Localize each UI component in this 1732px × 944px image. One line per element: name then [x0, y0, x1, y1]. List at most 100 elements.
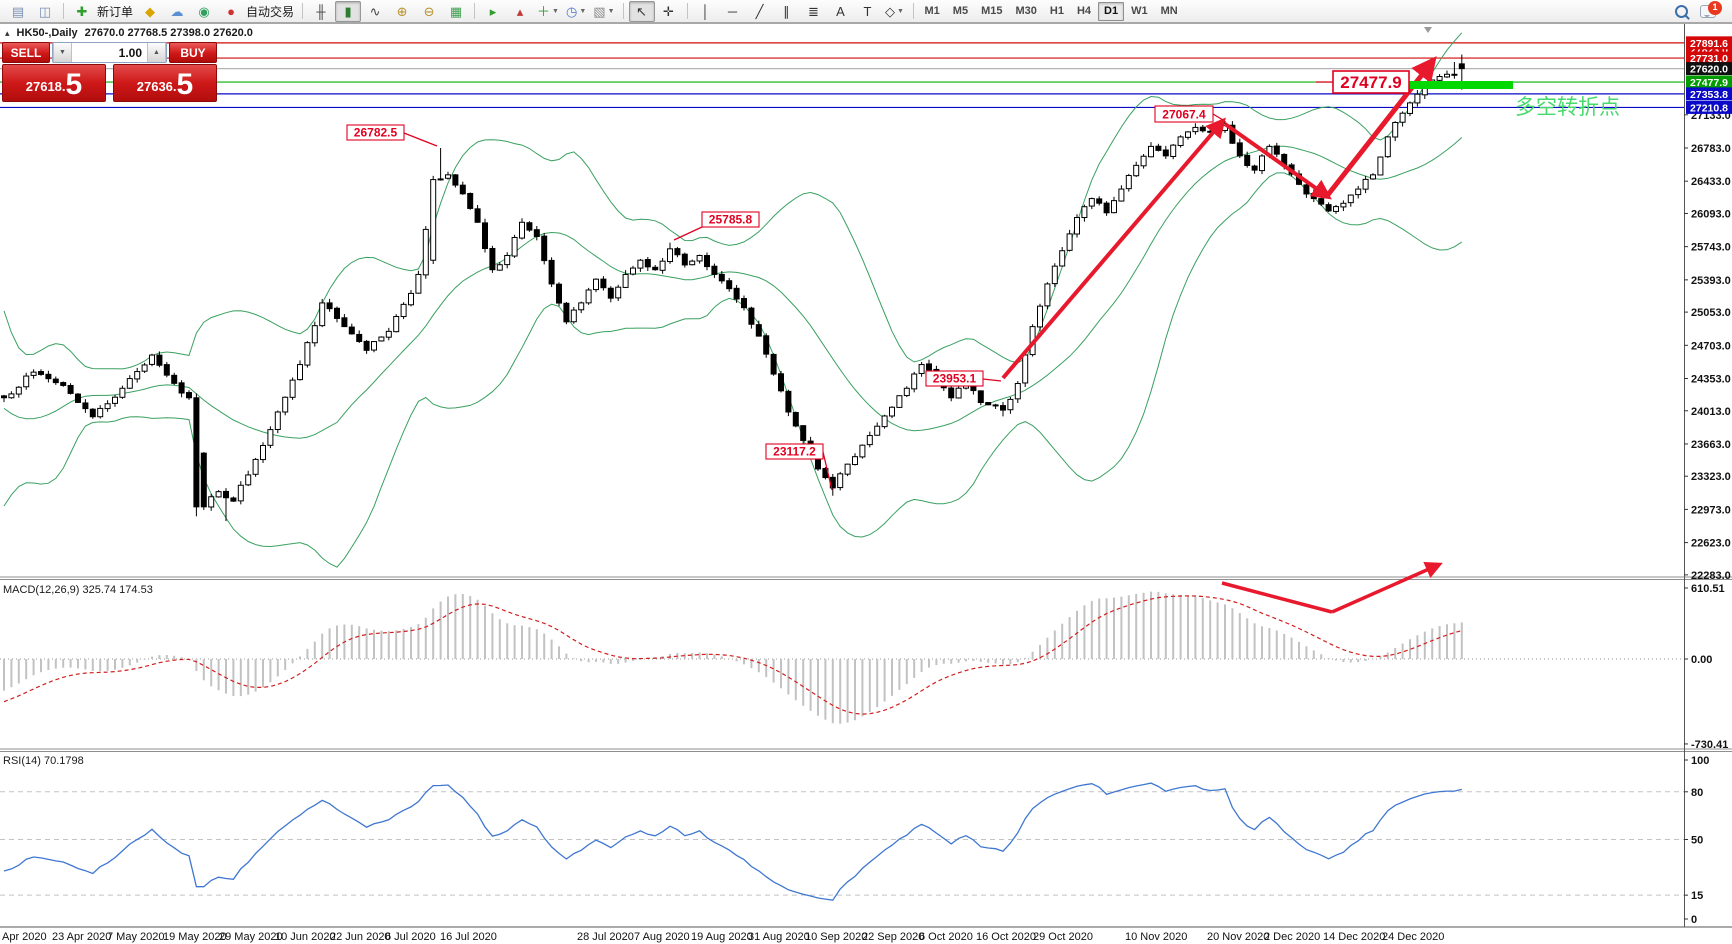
metaeditor-icon[interactable]: ◆	[137, 1, 163, 22]
trend-arrow-2[interactable]	[1223, 122, 1332, 200]
candle-body	[1185, 131, 1191, 138]
price-badge-27731[interactable]	[1686, 51, 1732, 65]
notifications-chat-icon[interactable]: 1	[1695, 0, 1722, 22]
cursor-icon[interactable]: ↖	[628, 0, 655, 22]
price-badge-text: 27620.0	[1690, 64, 1728, 76]
turning-point-annotation[interactable]: 多空转折点	[1515, 96, 1620, 119]
vertical-line-icon[interactable]: │	[693, 1, 719, 22]
templates-icon[interactable]: ▧ ▼	[590, 1, 617, 22]
crosshair-icon: ✛	[663, 3, 674, 19]
candle-body	[119, 387, 126, 398]
autotrading-icon-label[interactable]: 自动交易	[246, 4, 295, 19]
arrows-icon[interactable]: ◇ ▼	[882, 1, 908, 22]
candlestick-chart-icon[interactable]: ▮	[335, 0, 362, 22]
macd-trend-arrow-2[interactable]	[1331, 561, 1443, 614]
volume-value[interactable]: 1.00	[118, 46, 142, 60]
price-badge-27891.6[interactable]	[1686, 36, 1732, 50]
price-badge-27477.9[interactable]	[1686, 75, 1732, 89]
profile-charts-icon[interactable]: ◫	[32, 1, 58, 22]
candle-body	[496, 264, 503, 271]
callout-box[interactable]	[1332, 70, 1410, 94]
timeframe-w1[interactable]: W1	[1131, 5, 1148, 17]
candle-body	[304, 342, 311, 366]
volume-increase-button[interactable]: ▲	[147, 43, 166, 62]
toolbar-divider	[622, 3, 624, 19]
fibonacci-icon[interactable]: ≣	[801, 1, 827, 22]
candle-body	[504, 254, 511, 266]
axis-tick-label: 26433.0	[1691, 176, 1731, 188]
rsi-line	[3, 782, 1462, 901]
new-order-icon[interactable]: ✚	[69, 1, 95, 22]
candle-body	[452, 174, 459, 186]
new-order-icon-label[interactable]: 新订单	[97, 4, 134, 19]
timeframe-m15[interactable]: M15	[981, 5, 1003, 17]
zoom-in-icon[interactable]: ⊕	[389, 1, 415, 22]
sell-button[interactable]: SELL	[2, 42, 50, 63]
candle-body	[681, 253, 688, 266]
candle-body	[260, 444, 266, 461]
buy-button[interactable]: BUY	[169, 42, 217, 63]
crosshair-icon[interactable]: ✛	[656, 1, 682, 22]
charts-window-icon[interactable]: ▤	[5, 1, 31, 22]
callout-box[interactable]	[701, 211, 760, 228]
text-label-icon[interactable]: T	[855, 1, 881, 22]
candle-body	[533, 229, 540, 238]
chart-shift-icon[interactable]: ▴	[507, 1, 533, 22]
timeframe-m1[interactable]: M1	[924, 5, 940, 17]
callout-box[interactable]	[1154, 105, 1214, 123]
timeframe-h1[interactable]: H1	[1049, 5, 1064, 17]
callout-price-text: 27067.4	[1162, 108, 1206, 122]
tile-windows-icon[interactable]: ▦	[443, 1, 469, 22]
buy-price-tile[interactable]: 27636. 5	[113, 64, 217, 102]
periods-icon[interactable]: ◷ ▼	[563, 1, 589, 22]
horizontal-line-icon[interactable]: ─	[720, 1, 746, 22]
trendline-icon[interactable]: ╱	[747, 1, 773, 22]
candle-body	[186, 392, 192, 399]
add-indicator-icon[interactable]: ＋ ▼	[534, 1, 562, 22]
callout-box[interactable]	[765, 443, 824, 460]
mql5-cloud-icon[interactable]: ☁	[164, 1, 190, 22]
callout-price-text: 23117.2	[773, 445, 816, 459]
bar-chart-icon[interactable]: ╫	[308, 1, 334, 22]
volume-stepper: ▼ 1.00 ▲	[52, 42, 167, 63]
trend-arrow-1[interactable]	[1001, 117, 1226, 380]
candle-body	[112, 396, 118, 404]
macd-trend-arrow-1[interactable]	[1221, 581, 1333, 614]
autotrading-icon[interactable]: ●	[218, 1, 244, 22]
horizontal-line-icon: ─	[727, 3, 738, 19]
chart-shift-marker-icon[interactable]	[1424, 27, 1432, 33]
callout-box[interactable]	[925, 370, 984, 387]
equidistant-channel-icon[interactable]: ∥	[774, 1, 800, 22]
zoom-out-icon[interactable]: ⊖	[416, 1, 442, 22]
price-badge-27210.8[interactable]	[1686, 100, 1732, 114]
support-highlight-bar[interactable]	[1408, 81, 1513, 89]
price-badge-text: 27210.8	[1690, 102, 1728, 114]
candle-body	[511, 236, 518, 257]
price-badge-27620[interactable]	[1686, 62, 1732, 76]
candle-body	[1140, 155, 1147, 167]
sell-price-tile[interactable]: 27618. 5	[2, 64, 106, 102]
candle-body	[1436, 75, 1443, 81]
price-badge-27353.8[interactable]	[1686, 87, 1732, 101]
volume-decrease-button[interactable]: ▼	[53, 43, 72, 62]
chat-bubble-icon: 1	[1700, 0, 1722, 18]
collapse-panel-icon[interactable]: ▴	[5, 27, 10, 38]
signals-icon[interactable]: ◉	[191, 1, 217, 22]
candle-body	[593, 278, 599, 291]
text-icon[interactable]: A	[828, 1, 854, 22]
search-icon[interactable]	[1668, 1, 1694, 22]
timeframe-m30[interactable]: M30	[1015, 5, 1037, 17]
candle-body	[200, 452, 207, 508]
callout-box[interactable]	[346, 124, 405, 141]
candle-body	[711, 265, 718, 275]
timeframe-h4[interactable]: H4	[1076, 5, 1091, 17]
line-chart-icon[interactable]: ∿	[362, 1, 388, 22]
candle-body	[852, 456, 858, 466]
timeframe-mn[interactable]: MN	[1160, 5, 1178, 17]
candle-body	[1273, 145, 1280, 155]
timeframe-m5[interactable]: M5	[952, 5, 969, 17]
candle-body	[45, 373, 52, 380]
timeframe-d1[interactable]: D1	[1098, 1, 1125, 21]
auto-scroll-icon[interactable]: ▸	[480, 1, 506, 22]
buy-price-pips: 5	[176, 68, 194, 101]
